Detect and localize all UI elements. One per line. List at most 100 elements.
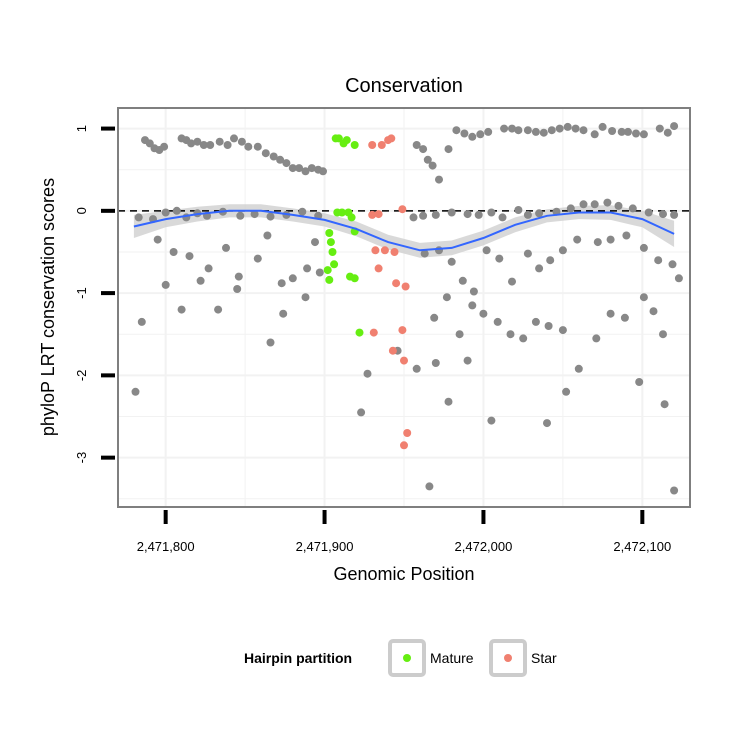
background-point bbox=[463, 210, 472, 219]
background-point bbox=[519, 334, 528, 343]
mature-point bbox=[350, 274, 359, 283]
star-point bbox=[400, 441, 408, 450]
background-point bbox=[223, 141, 232, 149]
background-point bbox=[435, 246, 443, 255]
background-point bbox=[655, 124, 664, 133]
background-point bbox=[593, 238, 602, 247]
background-point bbox=[253, 142, 262, 151]
background-point bbox=[276, 155, 285, 164]
background-point bbox=[608, 127, 617, 135]
background-point bbox=[196, 276, 205, 285]
background-point bbox=[523, 249, 532, 258]
background-point bbox=[659, 330, 667, 339]
background-point bbox=[635, 378, 644, 386]
legend-swatch-mature bbox=[403, 654, 411, 662]
background-point bbox=[435, 175, 443, 184]
background-point bbox=[172, 206, 181, 215]
background-point bbox=[670, 122, 679, 131]
background-point bbox=[487, 416, 496, 425]
background-point bbox=[670, 486, 679, 495]
x-tick-label: 2,471,900 bbox=[296, 539, 354, 554]
background-point bbox=[469, 287, 478, 296]
mature-point bbox=[338, 208, 346, 217]
y-axis-label: phyloP LRT conservation scores bbox=[38, 178, 58, 436]
background-point bbox=[288, 164, 297, 173]
star-point bbox=[374, 210, 383, 219]
background-point bbox=[160, 142, 169, 151]
background-point bbox=[579, 126, 588, 135]
background-point bbox=[622, 231, 631, 240]
background-point bbox=[263, 231, 272, 240]
background-point bbox=[277, 279, 286, 288]
mature-point bbox=[325, 275, 334, 284]
background-point bbox=[423, 155, 432, 164]
background-point bbox=[452, 126, 461, 135]
background-point bbox=[535, 264, 544, 273]
star-point bbox=[398, 326, 407, 335]
background-point bbox=[479, 309, 488, 318]
legend-label-mature: Mature bbox=[430, 650, 474, 666]
mature-point bbox=[350, 141, 359, 149]
background-point bbox=[311, 238, 319, 247]
background-point bbox=[447, 257, 456, 266]
mature-point bbox=[347, 213, 356, 222]
background-point bbox=[632, 129, 640, 138]
star-point bbox=[380, 246, 389, 255]
background-point bbox=[543, 419, 551, 428]
y-tick-label: 1 bbox=[74, 125, 89, 132]
y-tick-label: -3 bbox=[74, 452, 89, 464]
background-point bbox=[500, 124, 509, 133]
background-point bbox=[444, 397, 453, 406]
background-point bbox=[431, 359, 440, 367]
star-point bbox=[388, 346, 397, 355]
background-point bbox=[514, 206, 523, 214]
legend-title: Hairpin partition bbox=[244, 650, 352, 666]
background-point bbox=[266, 338, 275, 347]
background-point bbox=[419, 145, 428, 154]
background-point bbox=[514, 126, 523, 135]
plot-area: 2,471,800 2,471,900 2,472,000 2,472,100 -3 -2… bbox=[74, 107, 691, 554]
mature-point bbox=[326, 238, 335, 247]
background-point bbox=[137, 317, 146, 326]
background-point bbox=[555, 124, 564, 133]
mature-point bbox=[328, 248, 337, 256]
x-tick-label: 2,471,800 bbox=[137, 539, 195, 554]
mature-point bbox=[334, 134, 343, 143]
background-point bbox=[244, 142, 253, 151]
background-point bbox=[234, 272, 243, 281]
background-point bbox=[531, 127, 540, 136]
background-point bbox=[409, 213, 418, 222]
background-point bbox=[204, 264, 213, 273]
background-point bbox=[547, 126, 556, 135]
background-point bbox=[603, 198, 612, 207]
background-point bbox=[674, 274, 683, 283]
background-point bbox=[523, 210, 532, 219]
background-point bbox=[458, 276, 467, 285]
background-point bbox=[412, 364, 421, 373]
background-point bbox=[546, 256, 555, 265]
star-point bbox=[401, 282, 410, 291]
background-point bbox=[508, 124, 516, 133]
background-point bbox=[420, 249, 429, 258]
background-point bbox=[236, 211, 245, 220]
star-point bbox=[403, 429, 412, 437]
background-point bbox=[590, 130, 599, 139]
background-point bbox=[495, 254, 504, 263]
legend-label-star: Star bbox=[531, 650, 557, 666]
background-point bbox=[303, 264, 312, 273]
background-point bbox=[649, 307, 658, 316]
background-point bbox=[288, 274, 297, 283]
background-point bbox=[670, 210, 679, 219]
background-point bbox=[298, 207, 307, 216]
star-point bbox=[387, 134, 396, 143]
background-point bbox=[598, 122, 607, 131]
background-point bbox=[474, 210, 483, 219]
x-tick-label: 2,472,000 bbox=[455, 539, 513, 554]
background-point bbox=[482, 246, 491, 255]
background-point bbox=[261, 149, 270, 158]
background-point bbox=[428, 161, 437, 170]
background-point bbox=[644, 208, 653, 217]
background-point bbox=[539, 128, 548, 137]
